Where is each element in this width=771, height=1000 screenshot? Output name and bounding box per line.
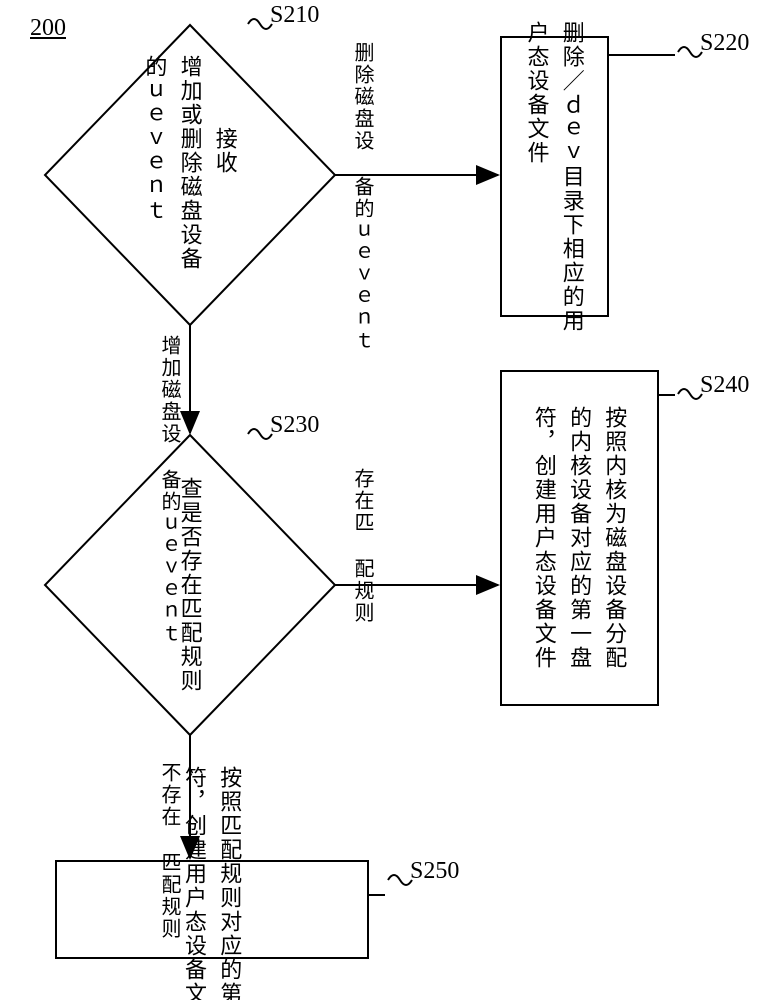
diamond-check-rule-text: 查是否存在匹配规则	[45, 435, 335, 735]
box-create-by-kernel: 按照内核为磁盘设备分配 的内核设备对应的第一盘 符，创建用户态设备文件	[500, 370, 659, 706]
box-delete-dev-file: 删除／ｄｅｖ目录下相应的用 户态设备文件	[500, 36, 609, 317]
edge-label-add-uevent: 增加磁盘设 备的ｕｅｖｅｎｔ	[155, 335, 183, 645]
step-label-s240: S240	[700, 372, 749, 399]
flowchart-canvas: 200 接收 增加或删除磁盘设备 的ｕｅｖｅｎｔ 查是否存在匹配规则 删除／ｄｅ…	[0, 0, 771, 1000]
step-label-s230: S230	[270, 412, 319, 439]
edge-label-remove-uevent: 删除磁盘设 备的ｕｅｖｅｎｔ	[348, 42, 376, 352]
box-create-by-rule: 按照匹配规则对应的第二盘 符，创建用户态设备文件	[55, 860, 369, 959]
step-label-s220: S220	[700, 30, 749, 57]
edge-label-no-match: 不存在 匹配规则	[155, 740, 183, 940]
edge-label-match-exists: 存在匹 配规则	[348, 468, 376, 624]
step-label-s210: S210	[270, 2, 319, 29]
step-label-s250: S250	[410, 858, 459, 885]
diamond-receive-uevent-text: 接收 增加或删除磁盘设备 的ｕｅｖｅｎｔ	[45, 25, 335, 325]
